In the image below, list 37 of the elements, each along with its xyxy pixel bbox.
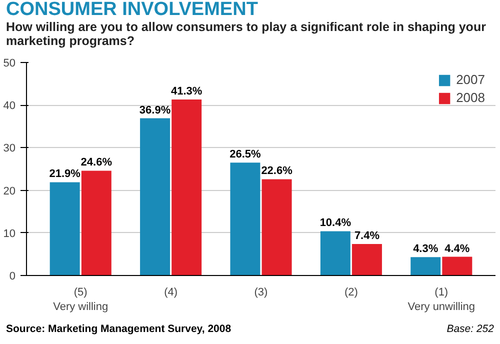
data-label: 36.9% <box>139 104 171 116</box>
y-tick-label: 50 <box>3 58 16 70</box>
legend-label: 2007 <box>456 72 485 87</box>
data-label: 4.4% <box>444 242 470 255</box>
bar <box>442 256 472 276</box>
data-label: 24.6% <box>80 156 112 169</box>
bar <box>140 118 170 276</box>
text: Base: 252 <box>446 322 494 337</box>
data-label: 7.4% <box>354 230 380 242</box>
x-tick-label: (3) <box>254 286 268 298</box>
data-label: 41.3% <box>170 86 202 98</box>
data-label: 21.9% <box>49 168 81 180</box>
bar <box>172 100 202 276</box>
bar <box>262 179 292 276</box>
y-tick-label: 30 <box>3 142 16 155</box>
y-tick-label: 0 <box>9 270 16 282</box>
legend-label: 2008 <box>456 90 485 105</box>
data-label: 26.5% <box>230 148 262 161</box>
bar <box>50 182 80 276</box>
data-label: 10.4% <box>320 217 352 230</box>
x-tick-label: (4) <box>164 286 178 298</box>
data-label: 4.3% <box>413 243 438 256</box>
x-tick-label: (5) Very willing <box>53 286 108 313</box>
bar <box>81 170 112 276</box>
bar <box>352 244 382 276</box>
x-tick-label: (2) <box>344 286 358 298</box>
source-note: Source: Marketing Management Survey, 2008 <box>6 322 232 337</box>
bar <box>320 231 350 276</box>
chart-title: CONSUMER INVOLVEMENT <box>6 0 259 20</box>
y-tick-label: 20 <box>3 185 16 198</box>
bar <box>230 162 260 276</box>
data-label: 22.6% <box>261 165 293 178</box>
bar <box>410 257 441 276</box>
y-tick-label: 10 <box>3 228 16 240</box>
x-tick-label: (1) Very unwilling <box>408 286 476 313</box>
y-tick-label: 40 <box>3 100 16 112</box>
chart-subtitle: How willing are you to allow consumers to play a significant role in shaping your marketing programs? <box>6 20 487 48</box>
